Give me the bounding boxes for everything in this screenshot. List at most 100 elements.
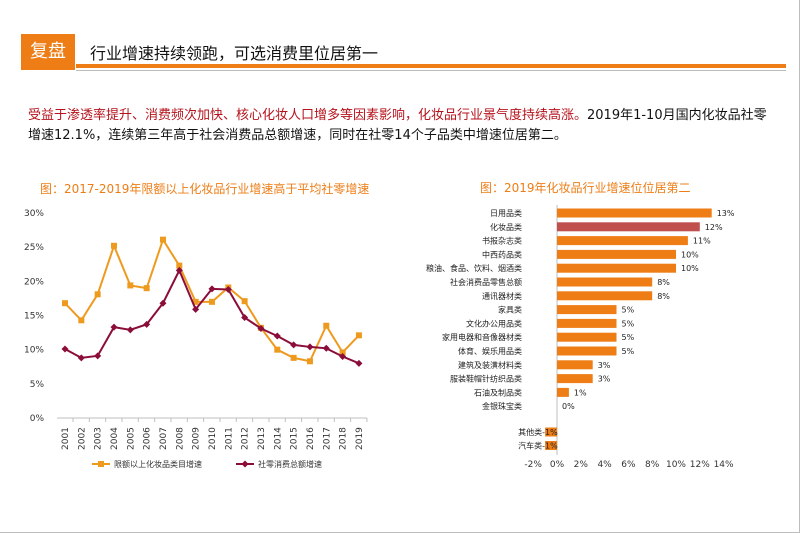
- value-label: 1%: [574, 388, 587, 397]
- data-point: [355, 332, 362, 339]
- data-point: [322, 344, 330, 352]
- bar: [557, 318, 617, 328]
- value-label: 8%: [657, 278, 670, 287]
- x-tick-label: 2007: [159, 427, 169, 450]
- data-point: [224, 286, 232, 294]
- value-label: 3%: [598, 375, 611, 384]
- bar-chart-title: 图：2019年化妆品行业增速位位居第二: [480, 181, 691, 195]
- title-rule-thin: [76, 70, 786, 71]
- data-point: [176, 262, 183, 269]
- category-label: 金银珠宝类: [482, 401, 522, 411]
- legend-label: 限额以上化妆品类目增速: [114, 459, 202, 469]
- category-label: 化妆品类: [490, 222, 522, 232]
- bar: [557, 305, 617, 315]
- value-label: 3%: [598, 361, 611, 370]
- value-label: 8%: [657, 292, 670, 301]
- x-tick-label: 2009: [192, 427, 202, 450]
- x-tick-label: 2001: [61, 427, 71, 450]
- data-point: [274, 346, 281, 353]
- title-rule: [76, 64, 786, 68]
- value-label: 12%: [705, 223, 723, 232]
- summary-text: 受益于渗透率提升、消费频次加快、核心化妆人口增多等因素影响，化妆品行业景气度持续…: [28, 106, 768, 146]
- value-label: 10%: [681, 250, 699, 259]
- bar-chart: 日用品类 13% 化妆品类 12% 书报杂志类 11% 中西药品类 10% 粮油、食品、饮料、烟…: [426, 205, 735, 470]
- legend-marker: [98, 461, 104, 467]
- data-point: [208, 298, 215, 305]
- data-point: [143, 320, 151, 328]
- x-tick-label: 2012: [241, 427, 251, 450]
- x-tick-label: 2%: [574, 460, 589, 470]
- x-tick-label: 2010: [208, 427, 218, 450]
- x-tick-label: 4%: [597, 460, 612, 470]
- data-point: [323, 322, 330, 329]
- data-point: [175, 266, 183, 274]
- data-point: [78, 317, 85, 324]
- y-tick-label: 30%: [24, 209, 44, 219]
- category-label: 文化办公用品类: [466, 318, 522, 328]
- data-point: [192, 305, 200, 313]
- data-point: [159, 236, 166, 243]
- value-label: 5%: [622, 306, 635, 315]
- data-point: [339, 349, 346, 356]
- bar: [545, 427, 557, 437]
- y-tick-label: 5%: [30, 380, 45, 390]
- value-label: -1%: [542, 442, 558, 451]
- bar: [557, 291, 653, 301]
- x-tick-label: 2005: [126, 427, 136, 450]
- category-label: 社会消费品零售总额: [450, 277, 522, 287]
- data-point: [306, 358, 313, 365]
- bar: [557, 249, 676, 259]
- data-point: [159, 299, 167, 307]
- y-tick-label: 10%: [24, 346, 44, 356]
- y-tick-label: 20%: [24, 277, 44, 287]
- x-tick-label: 2013: [257, 427, 267, 450]
- bar: [557, 222, 700, 232]
- category-label: 其他类: [518, 427, 542, 437]
- section-tag: 复盘: [21, 34, 75, 70]
- bar: [557, 346, 617, 356]
- data-point: [127, 282, 134, 289]
- y-tick-label: 0%: [30, 414, 45, 424]
- x-tick-label: 2008: [175, 427, 185, 450]
- summary-highlight: 受益于渗透率提升、消费频次加快、核心化妆人口增多等因素影响，化妆品行业景气度持续…: [28, 108, 588, 123]
- category-label: 建筑及装潢材料类: [458, 360, 522, 370]
- x-tick-label: 0%: [550, 460, 565, 470]
- data-point: [306, 343, 314, 351]
- value-label: -1%: [542, 428, 558, 437]
- category-label: 家用电器和音像器材类: [442, 332, 522, 342]
- category-label: 书报杂志类: [482, 236, 522, 246]
- legend-marker: [241, 460, 249, 468]
- bar: [557, 236, 688, 246]
- data-point: [143, 285, 150, 292]
- category-label: 汽车类: [518, 441, 542, 451]
- value-label: 13%: [717, 209, 735, 218]
- x-tick-label: 2017: [322, 427, 332, 450]
- x-tick-label: 2019: [355, 427, 365, 450]
- bar: [557, 374, 593, 384]
- category-label: 日用品类: [490, 208, 522, 218]
- data-point: [192, 298, 199, 305]
- data-point: [355, 359, 363, 367]
- summary-rest: 2019年1-10月国内化妆品社零增速12.1%，连续第三年高于社会消费品总额增…: [28, 108, 767, 143]
- data-point: [273, 332, 281, 340]
- value-label: 10%: [681, 264, 699, 273]
- category-label: 服装鞋帽针纺织品类: [450, 374, 522, 384]
- x-tick-label: 10%: [666, 460, 686, 470]
- bar: [545, 441, 557, 450]
- category-label: 体育、娱乐用品类: [458, 346, 522, 356]
- data-point: [290, 354, 297, 361]
- category-label: 粮油、食品、饮料、烟酒类: [426, 263, 522, 273]
- value-label: 5%: [622, 347, 635, 356]
- data-point: [241, 298, 248, 305]
- data-point: [94, 352, 102, 360]
- x-tick-label: 2015: [290, 427, 300, 450]
- x-tick-label: -2%: [524, 460, 542, 470]
- bar: [557, 360, 593, 370]
- value-label: 5%: [622, 333, 635, 342]
- y-tick-label: 15%: [24, 312, 44, 322]
- category-label: 通讯器材类: [482, 291, 522, 301]
- legend-label: 社零消费总额增速: [258, 459, 322, 469]
- data-point: [290, 341, 298, 349]
- category-label: 家具类: [498, 305, 522, 315]
- y-tick-label: 25%: [24, 243, 44, 253]
